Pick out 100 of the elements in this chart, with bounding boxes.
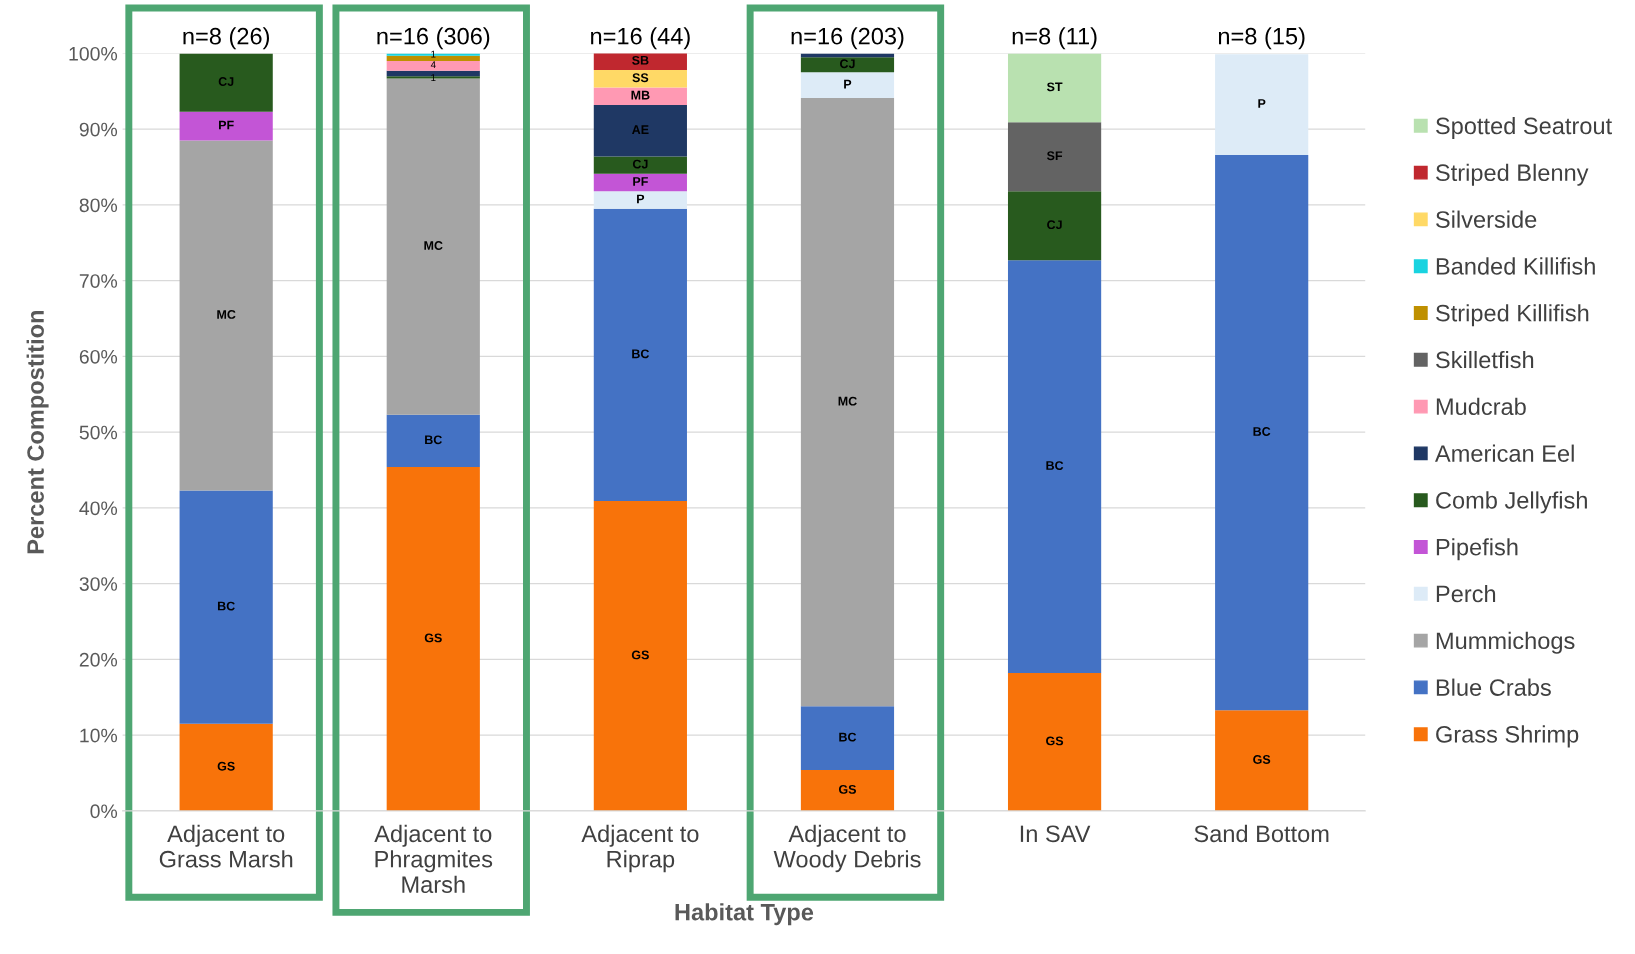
annotation: 1 <box>431 74 436 81</box>
data-label: GS <box>217 761 235 771</box>
data-label: P <box>637 194 645 204</box>
data-label: GS <box>424 633 442 643</box>
y-tick-label: 80% <box>79 198 118 213</box>
bar <box>800 98 895 707</box>
legend-label: American Eel <box>1434 444 1574 462</box>
annotation: n=8 (11) <box>1012 27 1097 50</box>
data-label: GS <box>631 650 649 660</box>
bar <box>800 706 895 770</box>
bar <box>386 467 480 811</box>
data-label: BC <box>425 435 442 445</box>
y-tick-label: 70% <box>79 274 118 288</box>
data-label: ST <box>1046 82 1063 92</box>
annotation: 1 <box>431 50 436 58</box>
data-label: SF <box>1046 151 1063 161</box>
data-label: BC <box>632 349 650 359</box>
bar <box>179 111 273 141</box>
y-tick-label: 30% <box>79 577 118 591</box>
legend-label: Blue Crabs <box>1436 678 1551 696</box>
bar <box>179 723 273 811</box>
annotation: n=16 (306) <box>377 27 490 50</box>
x-tick-label: In SAV <box>1020 825 1091 843</box>
data-label: CJ <box>1047 220 1062 230</box>
legend-label: Pipefish <box>1436 538 1518 561</box>
x-tick-label: Adjacent to Phragmites Marsh <box>374 824 493 893</box>
annotation: n=16 (44) <box>591 27 690 50</box>
data-label: MC <box>838 396 857 406</box>
bar <box>179 140 273 491</box>
y-tick-label: 50% <box>79 425 118 440</box>
data-label: BC <box>217 601 235 611</box>
legend-label: Skilletfish <box>1436 350 1534 369</box>
bar <box>1007 191 1102 261</box>
data-label: SB <box>632 55 649 65</box>
x-tick-label: Adjacent to Riprap <box>581 824 699 873</box>
bar <box>800 57 895 73</box>
bar <box>593 501 687 811</box>
data-label: GS <box>1046 736 1064 746</box>
annotation: n=16 (203) <box>791 27 904 50</box>
annotation: n=8 (15) <box>1218 27 1305 50</box>
legend-label: Striped Killifish <box>1436 304 1589 327</box>
x-tick-label: Sand Bottom <box>1194 824 1329 843</box>
data-label: CJ <box>218 77 234 86</box>
data-label: MB <box>631 90 650 100</box>
legend-label: Spotted Seatrout <box>1436 116 1612 139</box>
data-label: BC <box>1253 427 1271 436</box>
data-label: BC <box>1046 461 1064 470</box>
bar <box>800 770 895 811</box>
x-tick-label: Adjacent to Woody Debris <box>773 824 921 873</box>
data-label: MC <box>424 241 443 250</box>
bar <box>1215 54 1309 155</box>
bar <box>1007 122 1102 192</box>
data-label: MC <box>217 310 236 319</box>
bar <box>593 70 687 88</box>
annotation: n=8 (26) <box>183 27 270 50</box>
bar <box>1007 260 1102 674</box>
legend-label: Banded Killifish <box>1436 257 1595 275</box>
y-tick-label: 60% <box>79 349 118 364</box>
legend-label: Striped Blenny <box>1436 163 1589 186</box>
bar <box>1007 673 1102 811</box>
data-label: SS <box>632 73 649 83</box>
bar <box>386 414 480 468</box>
bar <box>593 191 687 209</box>
bar <box>179 490 273 724</box>
y-tick-label: 90% <box>79 122 118 137</box>
data-label: BC <box>839 732 857 742</box>
legend-label: Comb Jellyfish <box>1436 491 1587 514</box>
bar <box>593 87 687 105</box>
data-label: CJ <box>632 159 648 169</box>
data-label: GS <box>838 784 857 794</box>
y-tick-label: 100% <box>69 46 118 61</box>
annotation: 4 <box>430 61 436 69</box>
x-tick-label: Adjacent to Grass Marsh <box>159 824 293 868</box>
data-label: P <box>844 79 852 89</box>
legend-label: Perch <box>1436 584 1496 603</box>
bar <box>593 156 687 174</box>
legend-label: Mummichogs <box>1436 631 1575 654</box>
y-tick-label: 10% <box>80 728 118 743</box>
bar <box>593 104 687 157</box>
y-axis-title: Percent Compostition <box>26 310 49 554</box>
y-tick-label: 0% <box>90 804 118 819</box>
legend-label: Grass Shrimp <box>1436 725 1579 748</box>
bar <box>1007 53 1102 123</box>
legend-label: Mudcrab <box>1436 397 1526 416</box>
x-axis-title: Habitat Type <box>675 903 814 926</box>
data-label: PF <box>219 120 234 130</box>
legend-label: Silverside <box>1436 210 1537 228</box>
bar <box>179 53 273 112</box>
bar <box>593 173 687 192</box>
bar <box>593 208 687 502</box>
data-label: CJ <box>840 59 855 69</box>
bar <box>386 61 480 71</box>
bar <box>800 72 895 99</box>
data-label: P <box>1258 99 1266 108</box>
data-label: GS <box>1253 755 1271 764</box>
bar <box>1215 710 1309 811</box>
bar <box>1215 154 1309 711</box>
y-tick-label: 20% <box>79 652 118 667</box>
y-tick-label: 40% <box>79 501 118 516</box>
data-label: PF <box>633 177 648 186</box>
